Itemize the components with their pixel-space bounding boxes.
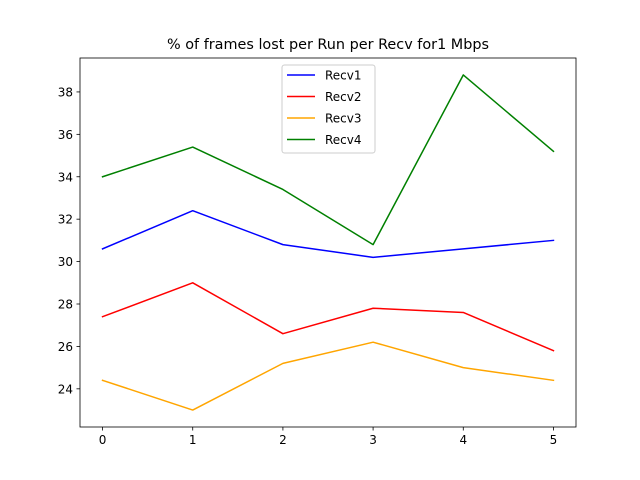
legend-label: Recv2: [325, 90, 362, 104]
x-axis: 0 1 2 3 4 5: [99, 427, 558, 447]
chart-title: % of frames lost per Run per Recv for1 M…: [167, 37, 489, 53]
series-line-recv2: [101, 282, 555, 352]
legend-label: Recv1: [325, 69, 362, 83]
legend-item-recv3[interactable]: Recv3: [287, 112, 362, 126]
legend-item-recv4[interactable]: Recv4: [287, 133, 362, 147]
series-line-recv1: [101, 209, 555, 259]
legend-label: Recv4: [325, 133, 362, 147]
y-tick-label: 24: [58, 382, 73, 396]
legend-item-recv1[interactable]: Recv1: [287, 69, 362, 83]
x-tick-label: 3: [369, 433, 377, 447]
legend-item-recv2[interactable]: Recv2: [287, 90, 362, 104]
plot-area: [79, 57, 577, 428]
legend[interactable]: Recv1 Recv2 Recv3 Recv4: [281, 64, 376, 154]
x-tick-label: 4: [459, 433, 467, 447]
plot-frame: [79, 57, 577, 428]
x-tick-label: 5: [550, 433, 558, 447]
series-line-recv4: [101, 74, 555, 246]
y-tick-label: 36: [58, 128, 73, 142]
y-tick-label: 28: [58, 298, 73, 312]
y-axis: 24 26 28 30 32 34 36 38: [58, 85, 80, 396]
legend-label: Recv3: [325, 112, 362, 126]
x-tick-label: 2: [279, 433, 287, 447]
series-layer: [101, 74, 555, 411]
series-line-recv3: [101, 341, 555, 411]
y-tick-label: 32: [58, 213, 73, 227]
x-tick-label: 0: [99, 433, 107, 447]
y-tick-label: 34: [58, 170, 73, 184]
y-tick-label: 26: [58, 340, 73, 354]
y-tick-label: 38: [58, 85, 73, 99]
legend-box: [281, 64, 376, 154]
y-tick-label: 30: [58, 255, 73, 269]
x-tick-label: 1: [189, 433, 197, 447]
